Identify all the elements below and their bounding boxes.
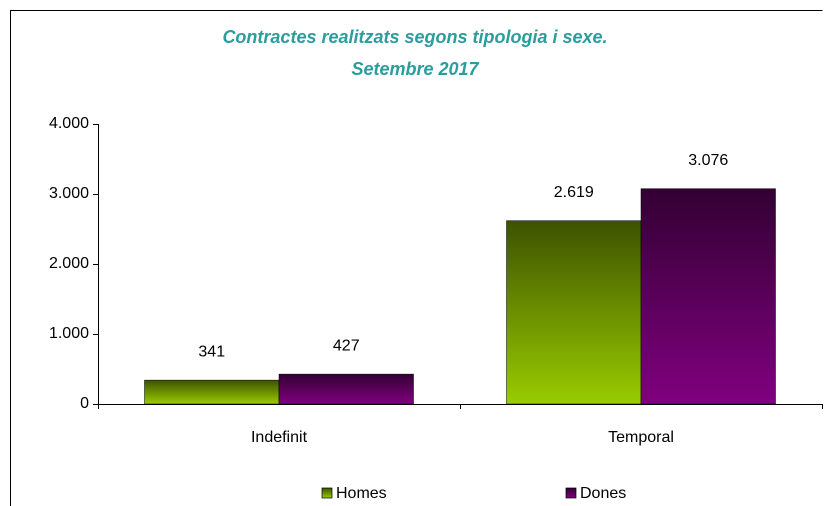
bar bbox=[144, 379, 280, 405]
y-tick-label: 2.000 bbox=[49, 255, 89, 272]
legend-swatch bbox=[565, 487, 577, 499]
bar bbox=[278, 373, 414, 405]
value-label: 341 bbox=[198, 343, 225, 360]
legend-label: Dones bbox=[580, 485, 626, 502]
y-tick-label: 1.000 bbox=[49, 325, 89, 342]
value-label: 3.076 bbox=[688, 152, 728, 169]
chart-title: Contractes realitzats segons tipologia i… bbox=[222, 27, 607, 47]
y-tick-label: 4.000 bbox=[49, 115, 89, 132]
chart-frame bbox=[10, 10, 823, 506]
y-tick-label: 3.000 bbox=[49, 185, 89, 202]
legend-label: Homes bbox=[336, 485, 387, 502]
bar bbox=[640, 188, 776, 405]
x-tick-label: Temporal bbox=[608, 429, 674, 446]
value-label: 427 bbox=[333, 337, 360, 354]
y-tick-label: 0 bbox=[80, 395, 89, 412]
chart-subtitle: Setembre 2017 bbox=[351, 59, 479, 79]
legend-swatch bbox=[321, 487, 333, 499]
bar bbox=[506, 220, 642, 405]
value-label: 2.619 bbox=[554, 184, 594, 201]
x-tick-label: Indefinit bbox=[251, 429, 308, 446]
